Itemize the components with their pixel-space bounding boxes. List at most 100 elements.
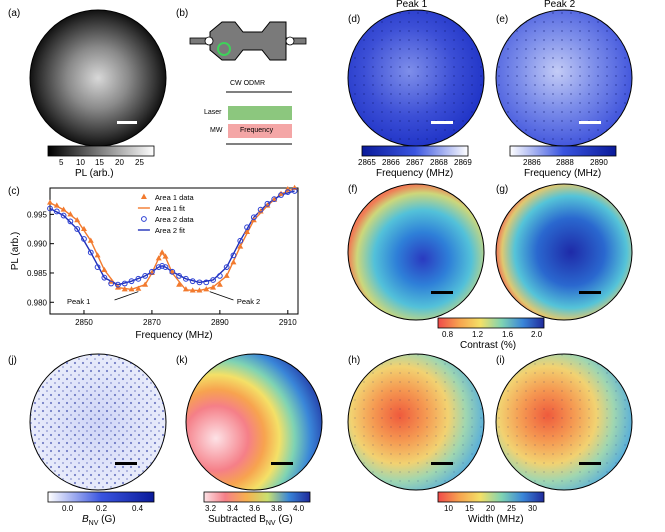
data-point-area1 [94,252,101,258]
y-tick-label: 0.985 [27,269,48,278]
annotation-arrow-peak2 [209,291,234,301]
data-point-area2 [128,278,135,285]
annotation-peak2: Peak 2 [237,297,260,306]
x-axis-label: Frequency (MHz) [135,330,212,341]
panel-label-d: (d) [348,14,361,25]
colorbar-contrast [437,317,545,329]
data-point-area2 [142,273,149,279]
data-point-area1 [189,287,196,293]
data-point-area1 [203,286,210,292]
data-point-area2 [60,212,67,219]
title-peak1: Peak 1 [396,0,428,10]
data-point-area2 [87,249,94,256]
data-point-area1 [162,253,169,259]
cb-k-tick-4: 3.8 [271,504,283,513]
data-point-area2 [182,275,189,282]
cb-j-label: BNV (G) [82,514,116,527]
cb-e-label: Frequency (MHz) [524,168,602,179]
data-point-area2 [101,274,108,281]
frequency-pulse-label: Frequency [240,127,274,134]
legend-swatch [141,216,147,222]
data-point-area1 [135,285,142,291]
cb-k-tick-5: 4.0 [293,504,305,513]
data-point-area2 [257,206,264,213]
data-point-area2 [108,280,115,287]
panel-e [495,9,633,157]
colorbar-bnv [47,491,155,503]
data-point-area1 [169,268,176,274]
data-point-area2 [47,205,53,212]
data-point-area2 [74,226,81,232]
data-point-area1 [223,272,230,278]
colorbar-subtracted [203,491,311,503]
laser-pulse [228,106,292,120]
cb-a-tick-4: 20 [115,158,124,167]
data-point-area2 [264,200,271,207]
cb-a-tick-2: 10 [76,158,85,167]
contrast-map-1 [347,183,485,321]
data-point-area1 [74,217,81,223]
panel-label-j: (j) [8,355,17,366]
data-point-area2 [278,192,284,198]
data-point-area1 [128,286,135,292]
panel-label-g: (g) [496,184,509,195]
odmr-title: CW ODMR [230,80,265,87]
x-tick-label: 2890 [211,318,229,327]
data-point-area1 [53,202,60,208]
data-point-area1 [47,199,53,205]
cb-a-tick-5: 25 [135,158,144,167]
peak2-texture [496,10,632,146]
scale-bar [117,121,137,124]
data-point-area2 [237,237,244,244]
cb-i-tick-5: 30 [528,504,537,513]
data-point-area1 [142,281,149,287]
annotation-peak1: Peak 1 [67,297,90,306]
data-point-area2 [53,208,60,215]
data-point-area1 [278,190,285,196]
mw-label: MW [210,127,223,134]
data-point-area1 [210,284,217,290]
cb-i-label: Width (MHz) [468,514,524,525]
cb-d-label: Frequency (MHz) [376,168,454,179]
data-point-area1 [159,249,166,255]
data-point-area1 [155,255,162,261]
scale-bar [431,291,453,294]
peak1-texture [348,10,484,146]
data-point-area2 [244,224,250,231]
panel-a [29,9,167,157]
data-point-area2 [291,188,298,194]
data-point-area2 [149,268,155,275]
data-point-area1 [237,243,244,249]
data-point-area2 [94,264,101,271]
data-point-area2 [67,218,74,225]
data-point-area1 [230,259,237,265]
data-point-area2 [203,279,210,286]
panel-i [437,353,633,503]
data-point-area2 [159,263,166,269]
cb-a-tick-3: 15 [95,158,104,167]
legend-label: Area 1 data [155,193,195,202]
y-tick-label: 0.995 [27,210,48,219]
data-point-area2 [169,268,176,275]
data-point-area1 [60,206,67,212]
data-point-area2 [162,264,169,271]
data-point-area2 [115,281,121,288]
scale-bar [431,462,453,465]
y-axis-label: PL (arb.) [10,232,21,271]
panel-label-c: (c) [8,186,20,197]
y-tick-label: 0.990 [27,240,48,249]
data-point-area2 [250,214,257,221]
cb-i-tick-2: 15 [465,504,474,513]
cb-j-tick-2: 0.2 [96,504,108,513]
data-point-area2 [189,278,196,285]
legend-swatch [140,193,147,199]
annotation-arrow-peak1 [114,291,139,301]
mw-pulse [228,124,292,138]
x-tick-label: 2870 [143,318,161,327]
cb-d-tick-5: 2869 [454,158,472,167]
cb-d-tick-4: 2868 [430,158,448,167]
panel-label-h: (h) [348,355,361,366]
width-texture-2 [496,354,632,490]
title-peak2: Peak 2 [544,0,576,10]
probe-right [285,36,295,46]
